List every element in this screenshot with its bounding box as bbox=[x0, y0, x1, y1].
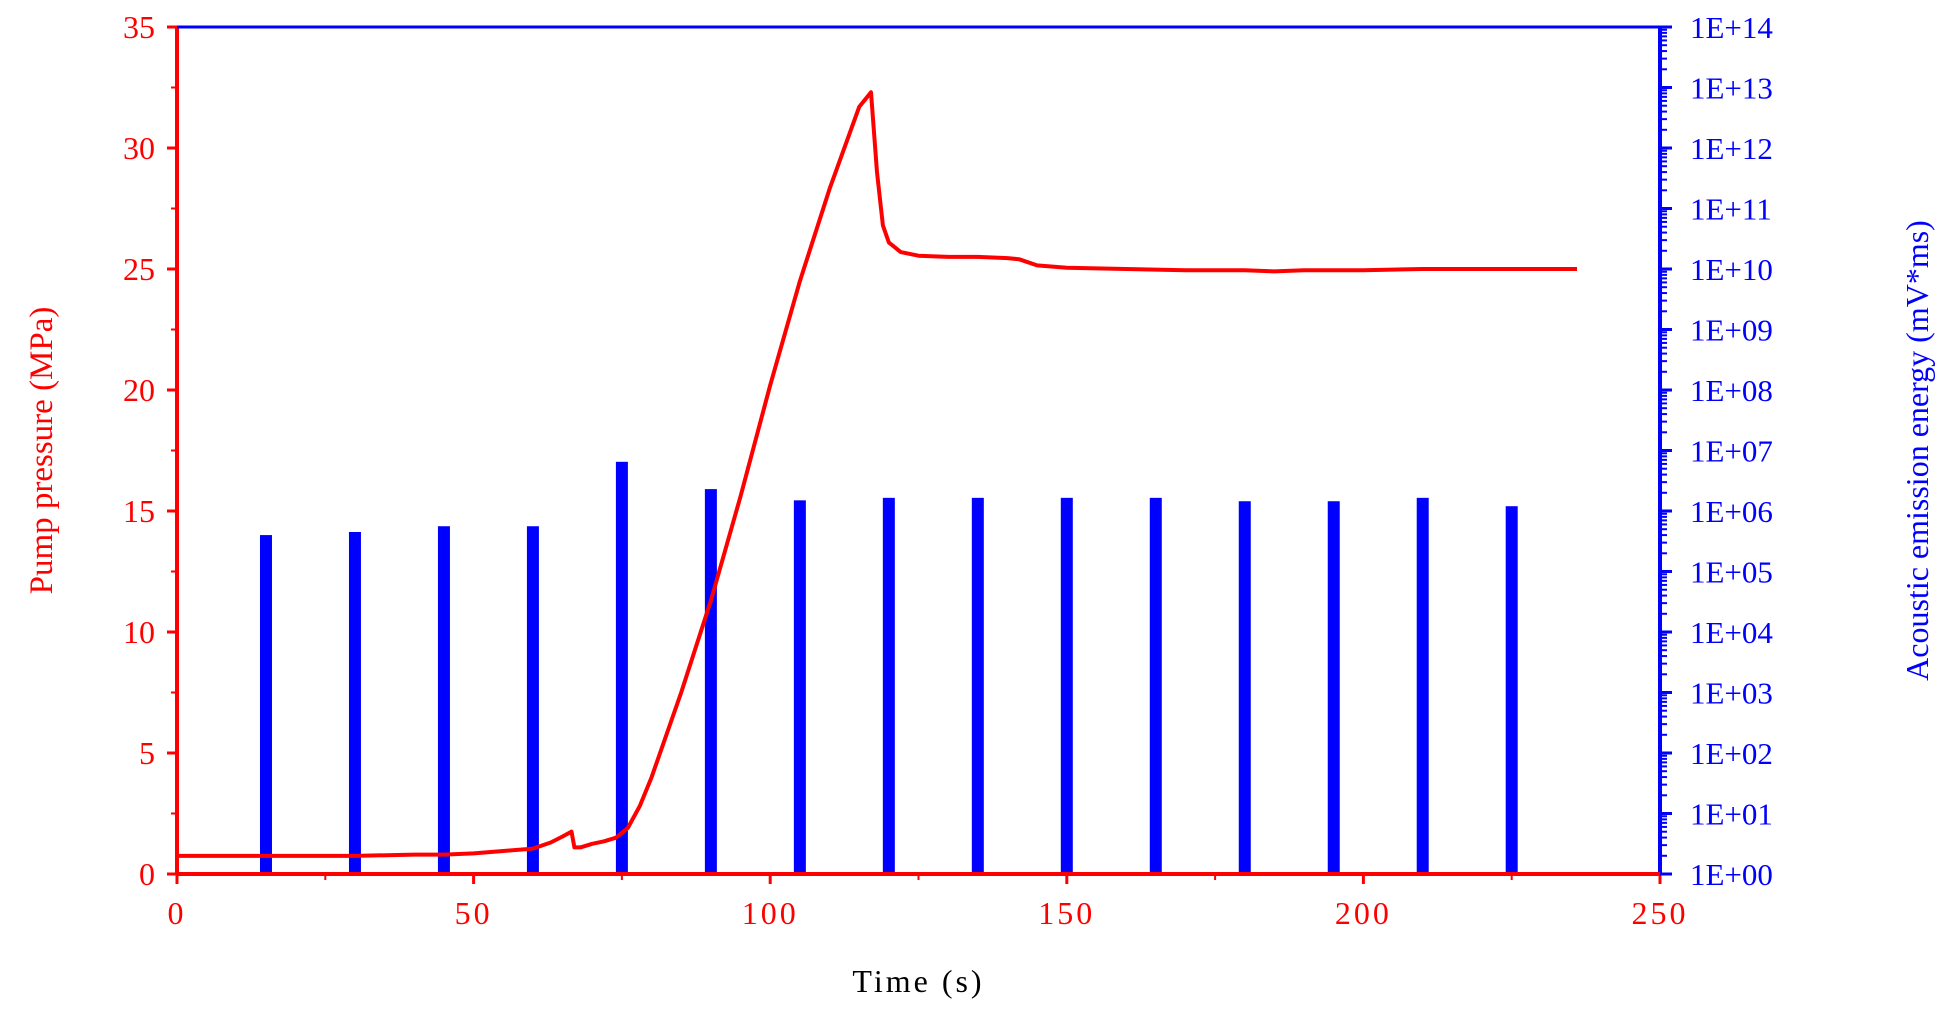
left-tick-label: 15 bbox=[123, 493, 155, 529]
right-tick-label: 1E+01 bbox=[1690, 797, 1773, 832]
right-tick-label: 1E+03 bbox=[1690, 676, 1773, 711]
acoustic-bar bbox=[1238, 501, 1251, 874]
x-tick-label: 0 bbox=[168, 895, 187, 931]
acoustic-bar bbox=[1060, 497, 1073, 874]
axes bbox=[175, 25, 1662, 876]
right-tick-label: 1E+11 bbox=[1690, 192, 1772, 227]
x-tick-label: 150 bbox=[1038, 895, 1095, 931]
pressure-line-layer bbox=[177, 90, 1577, 858]
right-tick-label: 1E+07 bbox=[1690, 434, 1773, 469]
left-tick-label: 5 bbox=[139, 735, 155, 771]
x-axis-label: Time (s) bbox=[852, 963, 984, 999]
left-tick-label: 30 bbox=[123, 130, 155, 166]
acoustic-bar bbox=[259, 535, 272, 874]
right-tick-label: 1E+08 bbox=[1690, 373, 1773, 408]
right-tick-label: 1E+10 bbox=[1690, 252, 1773, 287]
pressure-line bbox=[177, 90, 1577, 858]
right-tick-label: 1E+14 bbox=[1690, 10, 1773, 45]
x-tick-label: 100 bbox=[742, 895, 799, 931]
acoustic-bars bbox=[259, 461, 1518, 874]
acoustic-bar bbox=[348, 531, 361, 874]
x-tick-label: 250 bbox=[1632, 895, 1689, 931]
right-tick-label: 1E+12 bbox=[1690, 131, 1773, 166]
right-tick-label: 1E+05 bbox=[1690, 555, 1773, 590]
acoustic-bar bbox=[793, 500, 806, 874]
left-y-axis-label: Pump pressure (MPa) bbox=[24, 307, 60, 595]
acoustic-bar bbox=[1327, 501, 1340, 874]
x-tick-label: 50 bbox=[455, 895, 493, 931]
left-tick-label: 25 bbox=[123, 251, 155, 287]
acoustic-bar bbox=[526, 526, 539, 874]
right-y-axis-label: Acoustic emission energy (mV*ms) bbox=[1899, 220, 1935, 681]
right-y-ticks: 1E+00 1E+01 1E+02 1E+03 1E+04 1E+05 1E+06 1E+07… bbox=[1660, 10, 1773, 892]
acoustic-bar bbox=[882, 497, 895, 874]
x-tick-label: 200 bbox=[1335, 895, 1392, 931]
right-tick-label: 1E+06 bbox=[1690, 494, 1773, 529]
left-tick-label: 0 bbox=[139, 856, 155, 892]
acoustic-bar bbox=[971, 497, 984, 874]
left-tick-label: 20 bbox=[123, 372, 155, 408]
right-tick-label: 1E+13 bbox=[1690, 71, 1773, 106]
acoustic-bar bbox=[704, 489, 717, 874]
right-tick-label: 1E+09 bbox=[1690, 313, 1773, 348]
acoustic-bar bbox=[615, 461, 628, 874]
acoustic-bar bbox=[1149, 497, 1162, 874]
left-tick-label: 35 bbox=[123, 9, 155, 45]
right-tick-label: 1E+04 bbox=[1690, 615, 1773, 650]
left-tick-label: 10 bbox=[123, 614, 155, 650]
right-tick-label: 1E+02 bbox=[1690, 736, 1773, 771]
acoustic-bar bbox=[1505, 506, 1518, 874]
acoustic-bar bbox=[1416, 497, 1429, 874]
left-y-ticks: 0 5 10 15 20 25 30 35 bbox=[123, 9, 177, 892]
acoustic-bar bbox=[437, 526, 450, 874]
x-ticks: 0 50 100 150 200 250 bbox=[168, 874, 1689, 931]
right-tick-label: 1E+00 bbox=[1690, 857, 1773, 892]
